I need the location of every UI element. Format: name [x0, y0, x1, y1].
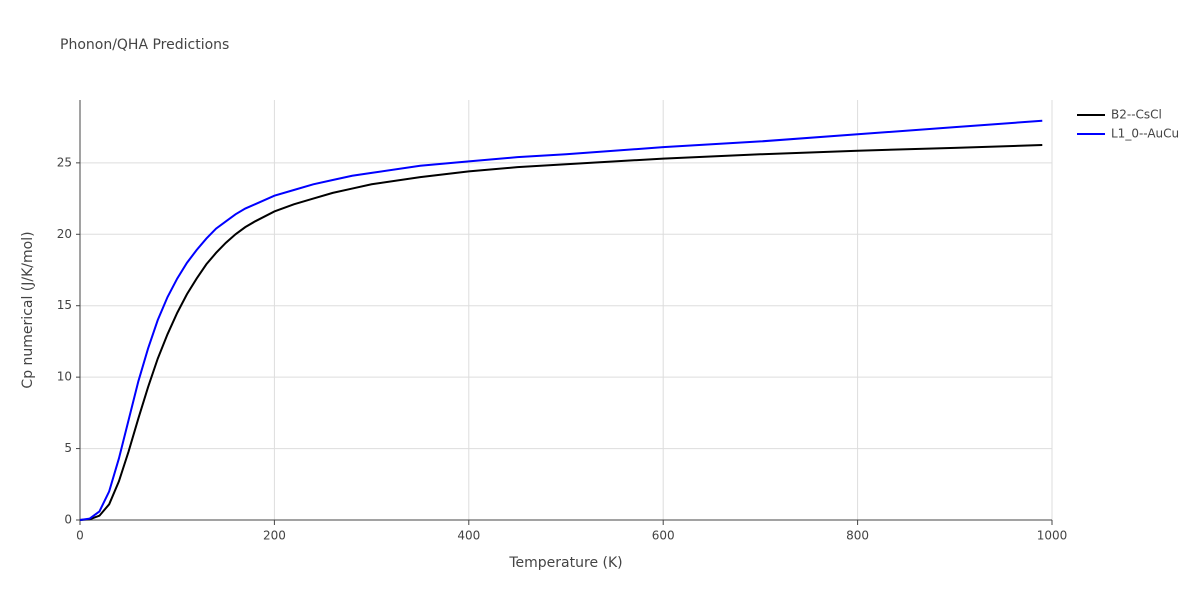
- x-tick-label: 0: [76, 529, 84, 543]
- y-tick-label: 5: [64, 441, 72, 455]
- x-axis-title: Temperature (K): [508, 555, 622, 571]
- legend-label: L1_0--AuCu: [1111, 127, 1179, 141]
- line-series: [79, 144, 1043, 521]
- y-tick-label: 25: [57, 155, 72, 169]
- chart-title: Phonon/QHA Predictions: [60, 37, 229, 53]
- x-tick-label: 600: [652, 529, 675, 543]
- y-axis-title: Cp numerical (J/K/mol): [20, 231, 36, 388]
- y-tick-label: 0: [64, 513, 72, 527]
- x-tick-label: 200: [263, 529, 286, 543]
- line-series: [79, 119, 1043, 521]
- legend-label: B2--CsCl: [1111, 108, 1162, 122]
- x-tick-label: 1000: [1037, 529, 1068, 543]
- y-tick-label: 20: [57, 227, 72, 241]
- x-tick-label: 800: [846, 529, 869, 543]
- y-tick-label: 15: [57, 298, 72, 312]
- y-tick-label: 10: [57, 370, 72, 384]
- x-tick-label: 400: [457, 529, 480, 543]
